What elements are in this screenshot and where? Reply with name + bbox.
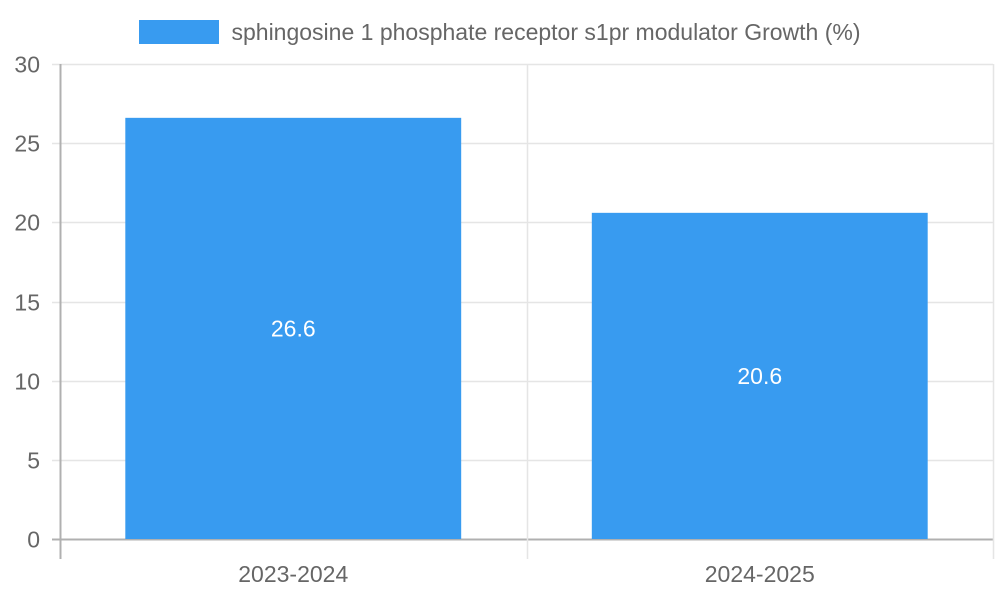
y-tick-label: 25 [14,131,40,157]
y-tick-label: 30 [14,52,40,78]
bar[interactable] [591,212,928,540]
y-tick-label: 15 [14,290,40,316]
y-axis-ticks: 0 5 10 15 20 25 30 [14,52,40,553]
legend-swatch[interactable] [139,20,220,44]
y-tick-label: 20 [14,210,40,236]
x-axis-ticks: 2023-2024 2024-2025 [238,561,815,587]
x-tick-label: 2023-2024 [238,561,348,587]
bars: 26.6 20.6 [125,117,928,540]
bar[interactable] [125,117,462,539]
y-tick-label: 5 [27,448,40,474]
y-tick-label: 10 [14,369,40,395]
legend-label: sphingosine 1 phosphate receptor s1pr mo… [231,18,861,45]
bar-value-label: 20.6 [737,363,782,389]
y-tick-label: 0 [27,527,40,553]
chart-legend: sphingosine 1 phosphate receptor s1pr mo… [0,18,1000,46]
x-tick-label: 2024-2025 [705,561,815,587]
bar-value-label: 26.6 [271,315,316,341]
